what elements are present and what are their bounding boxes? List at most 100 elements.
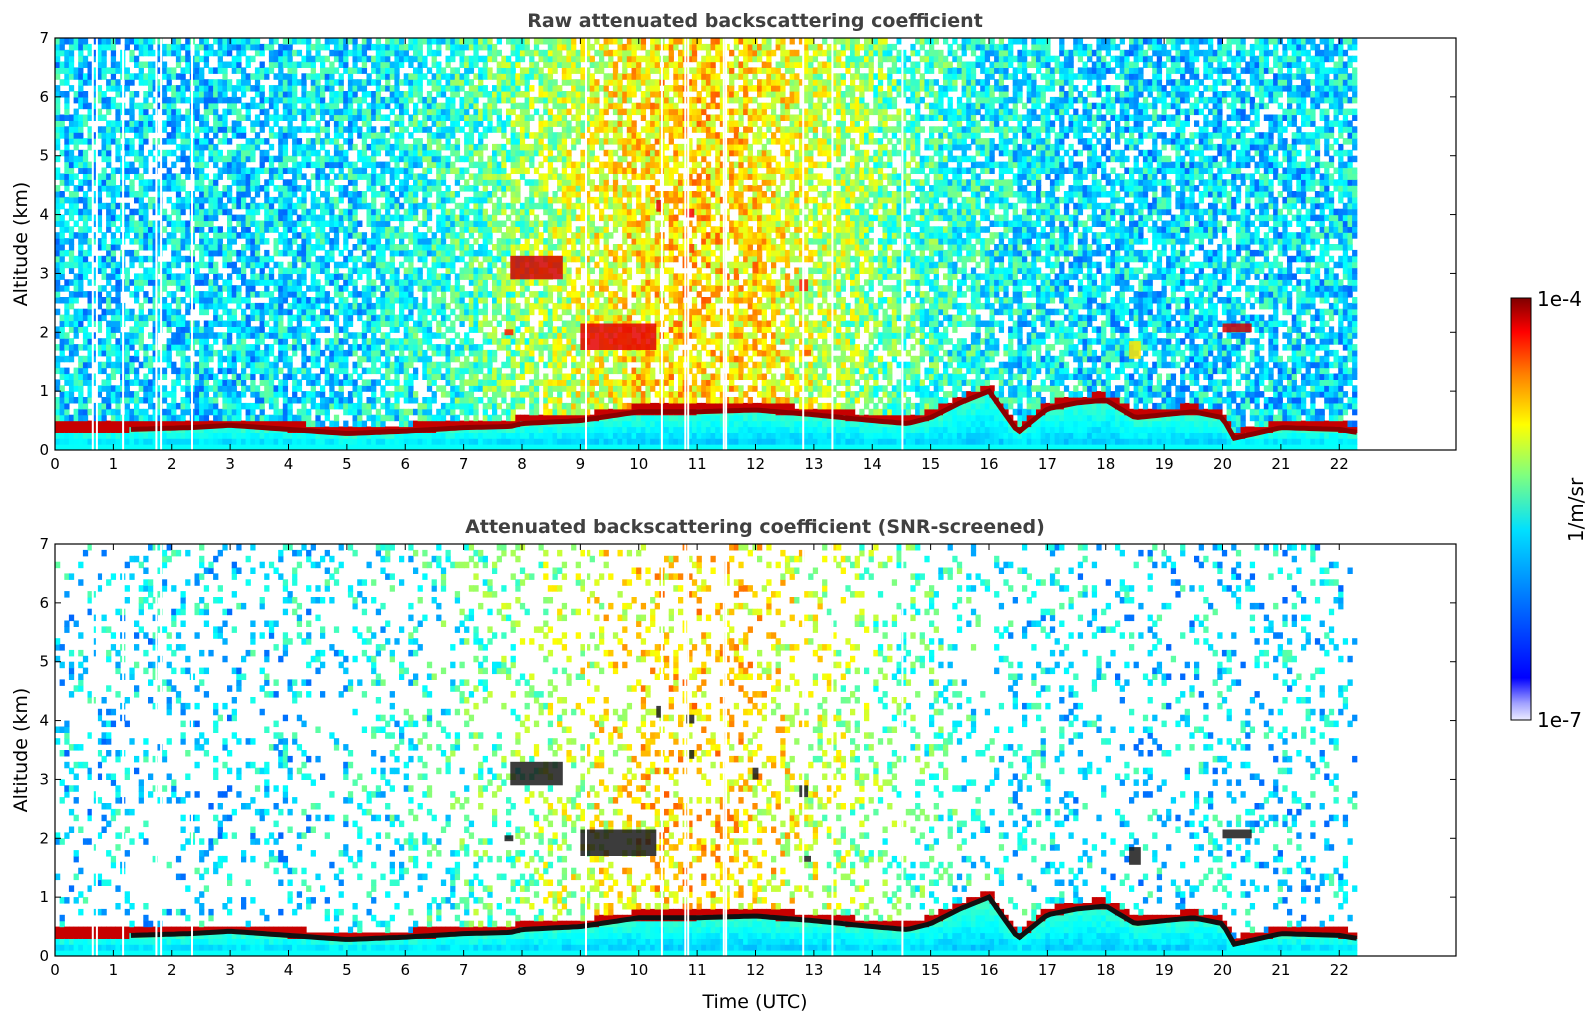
x-tick-label: 16	[979, 961, 998, 979]
x-tick-label: 10	[629, 961, 648, 979]
x-tick-label: 19	[1155, 455, 1174, 473]
y-axis-label-raw: Altitude (km)	[10, 182, 32, 307]
data-gap	[831, 38, 834, 450]
y-tick-label: 0	[39, 441, 49, 459]
data-gap	[660, 544, 663, 956]
x-tick-label: 12	[746, 455, 765, 473]
x-tick-label: 17	[1038, 455, 1057, 473]
data-gap	[191, 544, 193, 956]
data-gap	[722, 38, 725, 450]
data-gap	[95, 544, 98, 956]
x-tick-label: 20	[1213, 455, 1232, 473]
y-tick-label: 7	[39, 535, 49, 553]
data-gap	[660, 38, 663, 450]
x-tick-label: 22	[1330, 961, 1349, 979]
data-gap	[831, 544, 834, 956]
data-gap	[585, 38, 587, 450]
x-tick-label: 4	[284, 455, 294, 473]
x-tick-label: 8	[517, 455, 527, 473]
y-tick-label: 4	[39, 206, 49, 224]
x-tick-label: 15	[921, 961, 940, 979]
boundary-layer-top	[130, 388, 1358, 442]
axes-screened: 0 1 2 3 4 5 6 7 8 9 10 11 12 13 14 15 16 17 18 19 20 21 220123…	[39, 535, 1456, 979]
colorbar-min-label: 1e-7	[1537, 708, 1582, 732]
colorbar: 1e-4 1e-7 1/m/sr	[1510, 287, 1588, 732]
x-axis-label: Time (UTC)	[701, 991, 807, 1013]
x-tick-label: 14	[863, 961, 882, 979]
x-tick-label: 13	[804, 961, 823, 979]
data-gap	[155, 544, 158, 956]
elevated-layer	[752, 261, 759, 274]
y-tick-label: 3	[39, 264, 49, 282]
x-tick-label: 3	[225, 961, 235, 979]
data-gap	[901, 544, 904, 956]
x-tick-label: 18	[1096, 961, 1115, 979]
y-tick-label: 5	[39, 653, 49, 671]
x-tick-label: 21	[1271, 455, 1290, 473]
x-tick-label: 6	[400, 961, 410, 979]
heatmap-raw	[55, 38, 1358, 450]
data-gap	[91, 544, 94, 956]
y-tick-label: 2	[39, 323, 49, 341]
elevated-layer	[1222, 829, 1252, 839]
colorbar-unit-label: 1/m/sr	[1564, 477, 1588, 542]
data-gap	[802, 544, 805, 956]
x-tick-label: 1	[109, 961, 119, 979]
x-tick-label: 5	[342, 961, 352, 979]
elevated-layer	[580, 323, 657, 350]
elevated-layer	[688, 750, 695, 759]
x-tick-label: 5	[342, 455, 352, 473]
x-tick-label: 10	[629, 455, 648, 473]
x-tick-label: 12	[746, 961, 765, 979]
y-tick-label: 7	[39, 29, 49, 47]
x-tick-label: 7	[459, 455, 469, 473]
x-tick-label: 16	[979, 455, 998, 473]
y-tick-label: 0	[39, 947, 49, 965]
data-gap	[684, 544, 687, 956]
data-gap	[725, 38, 728, 450]
x-tick-label: 3	[225, 455, 235, 473]
elevated-layer	[802, 349, 811, 356]
y-tick-label: 6	[39, 88, 49, 106]
data-gap	[91, 38, 94, 450]
x-tick-label: 4	[284, 961, 294, 979]
elevated-layer	[688, 244, 695, 253]
data-gap	[725, 544, 728, 956]
panel-screened: Attenuated backscattering coefficient (S…	[10, 516, 1457, 1013]
x-tick-label: 11	[688, 961, 707, 979]
elevated-layer	[510, 761, 563, 786]
x-tick-label: 6	[400, 455, 410, 473]
y-tick-label: 1	[39, 382, 49, 400]
y-tick-label: 4	[39, 712, 49, 730]
elevated-layer	[656, 199, 663, 212]
elevated-layer	[1129, 847, 1141, 865]
x-tick-label: 0	[50, 455, 60, 473]
data-gap	[155, 38, 158, 450]
data-gap	[95, 38, 98, 450]
x-tick-label: 9	[576, 961, 586, 979]
elevated-layer	[510, 255, 563, 280]
data-gap	[160, 544, 163, 956]
y-tick-label: 5	[39, 147, 49, 165]
x-tick-label: 17	[1038, 961, 1057, 979]
elevated-layer	[656, 705, 663, 718]
x-tick-label: 2	[167, 455, 177, 473]
x-tick-label: 8	[517, 961, 527, 979]
y-tick-label: 1	[39, 888, 49, 906]
x-tick-label: 18	[1096, 455, 1115, 473]
panel-raw: Raw attenuated backscattering coefficien…	[10, 10, 1457, 473]
x-tick-label: 7	[459, 961, 469, 979]
data-gap	[585, 544, 587, 956]
data-gap	[687, 544, 690, 956]
data-gap	[191, 38, 193, 450]
x-tick-label: 9	[576, 455, 586, 473]
elevated-layer	[504, 835, 514, 842]
axes-raw: 0 1 2 3 4 5 6 7 8 9 10 11 12 13 14 15 16 17 18 19 20 21 220123…	[39, 29, 1456, 473]
elevated-layer	[685, 208, 695, 218]
elevated-layer	[685, 714, 695, 724]
elevated-layer	[504, 329, 514, 336]
x-tick-label: 2	[167, 961, 177, 979]
chart-title-screened: Attenuated backscattering coefficient (S…	[465, 516, 1045, 538]
x-tick-label: 13	[804, 455, 823, 473]
elevated-layer	[802, 855, 811, 862]
